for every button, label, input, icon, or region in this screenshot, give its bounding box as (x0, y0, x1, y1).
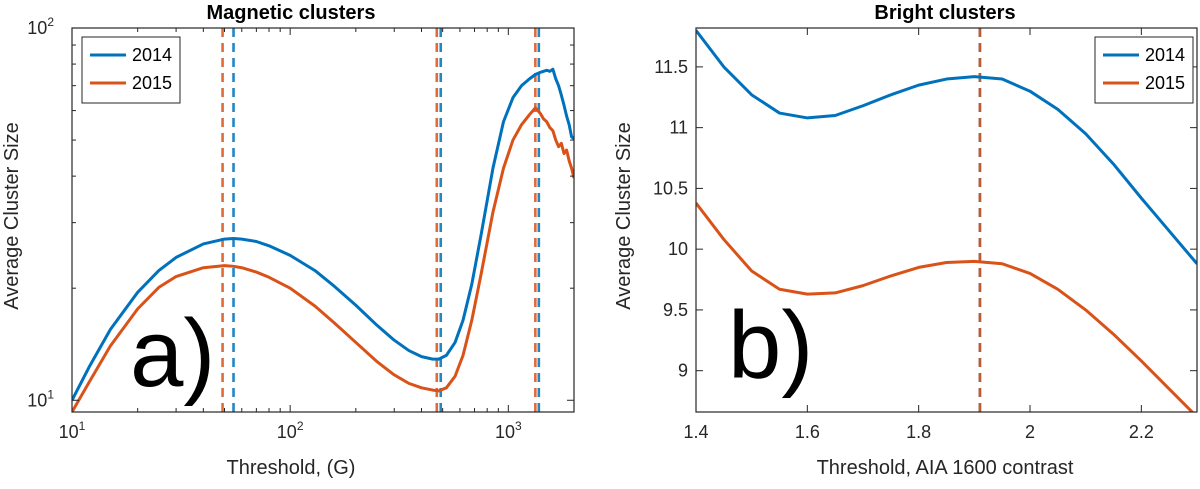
panel-a-title: Magnetic clusters (207, 2, 376, 24)
panel-a-plot-area (72, 28, 574, 412)
panel-a-series-2015 (72, 106, 574, 412)
panel-a-legend-label-2015: 2015 (132, 73, 172, 93)
panel-b-series-2015 (696, 202, 1195, 412)
panel-a-xtick-label: 101 (59, 419, 86, 442)
panel-b-xtick-label: 1.6 (795, 422, 820, 442)
panel-a-axes-box (71, 27, 575, 413)
panel-b-letter: b) (728, 292, 813, 399)
panel-a-legend-box (81, 36, 181, 104)
panel-a-xlabel: Threshold, (G) (227, 457, 356, 479)
panel-b-ytick-label: 10.5 (653, 178, 688, 198)
panel-b-legend-label-2015: 2015 (1145, 73, 1185, 93)
panel-a-series-2014 (72, 67, 574, 401)
panel-b-legend-box (1094, 36, 1194, 104)
panel-a-legend: 2014 2015 (81, 36, 181, 104)
panel-b-ytick-label: 11 (669, 118, 688, 138)
panel-b: Bright clusters 1.4 1.6 1.8 2 2.299.51010.51… (613, 2, 1198, 479)
panel-b-axes: 1.4 1.6 1.8 2 2.2 9 9.5 10 10.5 11 11.5 (653, 27, 1198, 442)
panel-b-xtick-label: 1.4 (683, 422, 708, 442)
panel-a-ytick-label: 101 (27, 387, 54, 410)
panel-a-xtick-label: 103 (495, 419, 522, 442)
panel-a-ytick-label: 102 (27, 15, 54, 38)
panel-b-xtick-label: 2.2 (1129, 422, 1154, 442)
panel-b-title: Bright clusters (874, 2, 1015, 24)
panel-b-legend: 2014 2015 (1094, 36, 1194, 104)
panel-b-legend-label-2014: 2014 (1145, 45, 1185, 65)
panel-b-xlabel: Threshold, AIA 1600 contrast (817, 457, 1074, 479)
panel-b-xtick-label: 2 (1025, 422, 1035, 442)
panel-b-ylabel: Average Cluster Size (613, 122, 635, 310)
panel-b-axes-box (695, 27, 1198, 413)
panel-a-xtick-label: 102 (277, 419, 304, 442)
panel-a-ylabel: Average Cluster Size (1, 122, 23, 310)
panel-b-ytick-label: 9.5 (663, 300, 688, 320)
panel-a-letter: a) (130, 300, 215, 407)
panel-b-ytick-label: 10 (668, 239, 688, 259)
panel-a-axes: 101 102 103 101 102 (27, 15, 575, 442)
panel-a: Magnetic clusters 101 102 103 101 102 Thresh… (1, 2, 575, 479)
panel-b-plot-area (696, 28, 1197, 412)
panel-a-legend-label-2014: 2014 (132, 45, 172, 65)
panel-b-xtick-label: 1.8 (906, 422, 931, 442)
panel-b-ytick-label: 11.5 (654, 57, 688, 77)
panel-b-series-2014 (696, 29, 1197, 265)
panel-b-ytick-label: 9 (678, 361, 688, 381)
panel-a-vlines (221, 28, 541, 412)
